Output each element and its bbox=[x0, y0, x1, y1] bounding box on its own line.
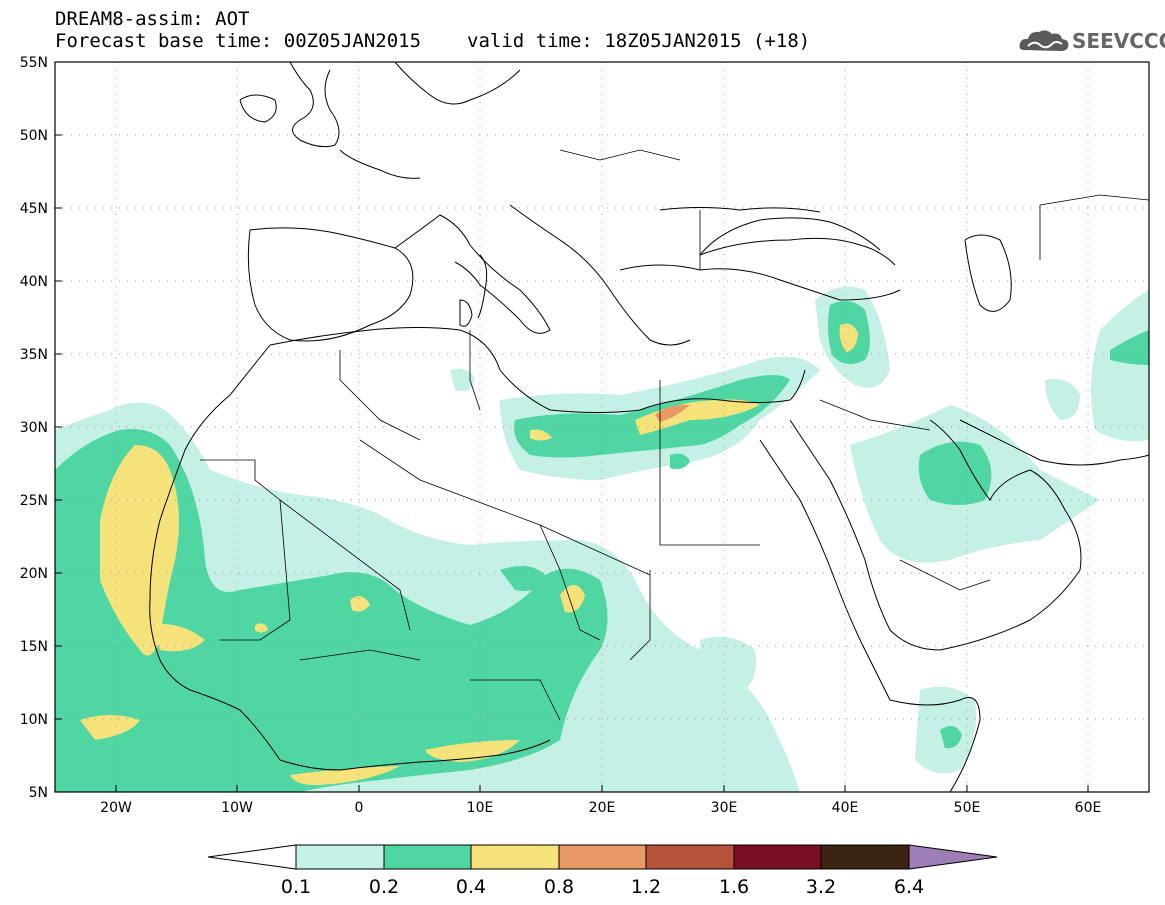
lon-label: 30E bbox=[711, 800, 738, 816]
colorbar-labels: 0.1 0.2 0.4 0.8 1.2 1.6 3.2 6.4 bbox=[281, 876, 924, 898]
colorbar-label: 1.2 bbox=[631, 876, 661, 898]
lat-label: 35N bbox=[20, 347, 48, 363]
colorbar-segment bbox=[295, 844, 385, 870]
lat-label: 5N bbox=[29, 785, 48, 801]
tick-marks bbox=[55, 61, 1089, 793]
colorbar-label: 0.4 bbox=[456, 876, 486, 898]
logo-text: SEEVCCC bbox=[1072, 29, 1165, 53]
time-info: Forecast base time: 00Z05JAN2015 valid ti… bbox=[55, 30, 810, 52]
lat-label: 30N bbox=[20, 420, 48, 436]
lat-label: 55N bbox=[20, 55, 48, 71]
colorbar-segment bbox=[558, 844, 647, 870]
aot-level-0-4 bbox=[80, 323, 858, 786]
seevccc-logo: SEEVCCC bbox=[1018, 26, 1165, 56]
colorbar-label: 6.4 bbox=[894, 876, 924, 898]
lon-labels: 20W 10W 0 10E 20E 30E 40E 50E 60E bbox=[100, 800, 1101, 816]
colorbar-label: 1.6 bbox=[719, 876, 749, 898]
colorbar-lower-arrow bbox=[207, 844, 297, 870]
colorbar-segment bbox=[820, 844, 910, 870]
colorbar-segment bbox=[733, 844, 822, 870]
lon-label: 40E bbox=[832, 800, 859, 816]
lon-label: 20E bbox=[589, 800, 616, 816]
lat-labels: 55N 50N 45N 40N 35N 30N 25N 20N 15N 10N … bbox=[20, 55, 48, 801]
cloud-logo-icon bbox=[1019, 30, 1069, 51]
lon-label: 0 bbox=[355, 800, 364, 816]
lat-label: 20N bbox=[20, 566, 48, 582]
aot-level-0-8 bbox=[655, 404, 690, 422]
map-title: DREAM8-assim: AOT bbox=[55, 8, 250, 30]
lon-label: 60E bbox=[1075, 800, 1102, 816]
colorbar-label: 0.8 bbox=[544, 876, 574, 898]
colorbar-label: 3.2 bbox=[806, 876, 836, 898]
lon-label: 20W bbox=[100, 800, 132, 816]
lon-label: 50E bbox=[954, 800, 981, 816]
lat-label: 50N bbox=[20, 128, 48, 144]
lat-label: 15N bbox=[20, 639, 48, 655]
lon-label: 10W bbox=[221, 800, 253, 816]
colorbar-segment bbox=[470, 844, 560, 870]
lon-label: 10E bbox=[467, 800, 494, 816]
colorbar bbox=[207, 844, 998, 870]
colorbar-label: 0.2 bbox=[369, 876, 399, 898]
colorbar-upper-arrow bbox=[908, 844, 998, 870]
lat-label: 25N bbox=[20, 493, 48, 509]
colorbar-segment bbox=[383, 844, 472, 870]
coastlines bbox=[149, 62, 1149, 792]
gridlines bbox=[55, 62, 1149, 792]
aot-field bbox=[55, 286, 1149, 792]
base-time: Forecast base time: 00Z05JAN2015 bbox=[55, 30, 422, 52]
colorbar-segment bbox=[645, 844, 735, 870]
lat-label: 40N bbox=[20, 274, 48, 290]
lat-label: 45N bbox=[20, 201, 48, 217]
colorbar-label: 0.1 bbox=[281, 876, 311, 898]
valid-time: valid time: 18Z05JAN2015 (+18) bbox=[467, 30, 811, 52]
country-borders bbox=[200, 149, 1149, 721]
lat-label: 10N bbox=[20, 712, 48, 728]
